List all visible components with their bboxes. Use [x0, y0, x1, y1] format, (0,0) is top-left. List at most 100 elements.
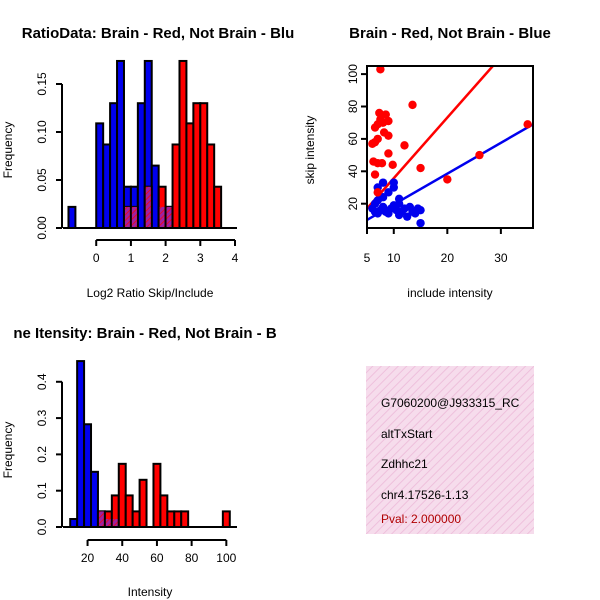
intensity-red-bar [152, 462, 162, 529]
gene-info-gene-name: Zdhhc21 [381, 457, 428, 471]
intensity-red-bar [124, 494, 134, 529]
intensity-red-bar [173, 510, 183, 528]
scatter-point-red [381, 110, 390, 119]
scatter-point-blue [416, 218, 425, 228]
intensity-red-bar [221, 510, 231, 528]
scatter-point-red [384, 116, 393, 126]
ratio-overlap-bar [159, 206, 165, 227]
intensity-red-bar [159, 494, 169, 529]
scatter-point-red [377, 159, 387, 168]
scatter-point-red [375, 108, 384, 118]
intensity-x-tick-label: 20 [81, 551, 95, 565]
scatter-point-blue [378, 193, 388, 202]
gene-info-pval: Pval: 2.000000 [381, 512, 461, 526]
intensity-histogram-axes: 20 40 60 80 100 0.0 0.1 0.2 0.3 0.4 [35, 373, 237, 565]
ratio-red-bar [178, 59, 188, 229]
ratio-red-bar [199, 102, 209, 229]
intensity-x-tick-label: 40 [116, 551, 130, 565]
intensity-scatter-xlabel: include intensity [407, 286, 492, 300]
intensity-red-bar [131, 510, 141, 528]
ratio-red-bar [206, 143, 216, 229]
scatter-point-blue [416, 205, 425, 215]
scatter-point-blue [389, 178, 398, 187]
intensity-scatter-axes: 5 10 20 30 20 40 60 80 100 [346, 64, 508, 265]
intensity-histogram-panel: ne Itensity: Brain - Red, Not Brain - B … [1, 325, 277, 599]
ratio-red-bar [213, 185, 223, 229]
scatter-y-tick-label: 40 [346, 164, 360, 178]
intensity-blue-bar [69, 518, 79, 529]
scatter-point-red [384, 149, 393, 158]
intensity-y-tick-label: 0.3 [35, 409, 49, 426]
gene-info-event-type: altTxStart [381, 427, 433, 441]
ratio-overlap-bar [166, 206, 172, 227]
intensity-red-bar [138, 478, 148, 529]
scatter-y-tick-label: 80 [346, 100, 360, 114]
ratio-histogram-panel: RatioData: Brain - Red, Not Brain - Blu … [1, 25, 294, 300]
scatter-fit-line-red [367, 66, 494, 210]
scatter-x-tick-label: 20 [441, 251, 455, 265]
scatter-plot-frame [366, 65, 534, 229]
intensity-x-tick-label: 100 [216, 551, 236, 565]
intensity-y-tick-label: 0.0 [35, 518, 49, 535]
intensity-histogram-bars [63, 360, 237, 529]
ratio-blue-bar [95, 122, 105, 229]
ratio-red-bar [192, 102, 202, 229]
ratio-blue-bar [116, 59, 125, 229]
ratio-x-tick-label: 0 [93, 251, 100, 265]
ratio-blue-bar [67, 205, 77, 230]
scatter-point-red [523, 120, 532, 129]
scatter-x-tick-label: 5 [364, 251, 371, 265]
ratio-overlap-bar [124, 206, 130, 227]
gene-info-probe-id: G7060200@J933315_RC [381, 396, 520, 410]
scatter-y-tick-label: 20 [346, 197, 360, 211]
ratio-histogram-bars [63, 59, 237, 230]
ratio-x-tick-label: 4 [232, 251, 239, 265]
gene-info-background [366, 366, 534, 534]
scatter-x-tick-label: 10 [387, 251, 401, 265]
intensity-scatter-title: Brain - Red, Not Brain - Blue [349, 25, 551, 42]
scatter-point-blue [370, 199, 380, 208]
intensity-y-tick-label: 0.4 [35, 373, 49, 390]
ratio-histogram-axes: 0 1 2 3 4 0.00 0.05 0.10 0.15 [35, 72, 239, 265]
intensity-scatter-panel: Brain - Red, Not Brain - Blue 5 10 20 30 20 4… [303, 25, 551, 300]
intensity-blue-bar [76, 360, 86, 529]
scatter-point-blue [402, 212, 412, 221]
intensity-histogram-xlabel: Intensity [128, 585, 173, 599]
ratio-blue-bar [136, 102, 146, 229]
intensity-overlap-bar [112, 519, 118, 526]
intensity-overlap-bar [98, 511, 104, 526]
ratio-red-bar [171, 143, 181, 229]
ratio-overlap-bar [131, 206, 137, 227]
scatter-point-red [443, 175, 452, 184]
intensity-scatter-ylabel: skip intensity [303, 116, 317, 185]
ratio-blue-bar [109, 102, 119, 229]
gene-info-panel: G7060200@J933315_RC altTxStart Zdhhc21 c… [366, 366, 534, 534]
ratio-histogram-ylabel: Frequency [1, 122, 15, 179]
scatter-point-blue [384, 188, 393, 197]
intensity-x-tick-label: 60 [150, 551, 164, 565]
ratio-y-tick-label: 0.15 [35, 72, 49, 96]
scatter-y-tick-label: 60 [346, 132, 360, 146]
ratio-blue-bar [102, 143, 112, 229]
ratio-x-tick-label: 2 [162, 251, 169, 265]
intensity-red-bar [180, 510, 190, 528]
scatter-point-red [376, 66, 385, 74]
scatter-point-red [384, 131, 393, 140]
intensity-red-bar [166, 510, 176, 528]
intensity-histogram-title: ne Itensity: Brain - Red, Not Brain - B [13, 325, 277, 342]
intensity-blue-bar [90, 470, 99, 528]
intensity-x-tick-label: 80 [185, 551, 199, 565]
scatter-point-red [400, 141, 409, 150]
scatter-point-red [408, 100, 417, 110]
scatter-points [368, 66, 532, 228]
intensity-red-bar [117, 462, 127, 529]
ratio-red-bar [185, 122, 195, 229]
gene-info-location: chr4.17526-1.13 [381, 488, 469, 502]
intensity-y-tick-label: 0.2 [35, 446, 49, 463]
intensity-blue-bar [83, 423, 93, 528]
scatter-point-blue [394, 199, 404, 208]
ratio-blue-bar [150, 164, 160, 230]
ratio-overlap-bar [145, 186, 151, 227]
scatter-point-red [370, 170, 380, 179]
